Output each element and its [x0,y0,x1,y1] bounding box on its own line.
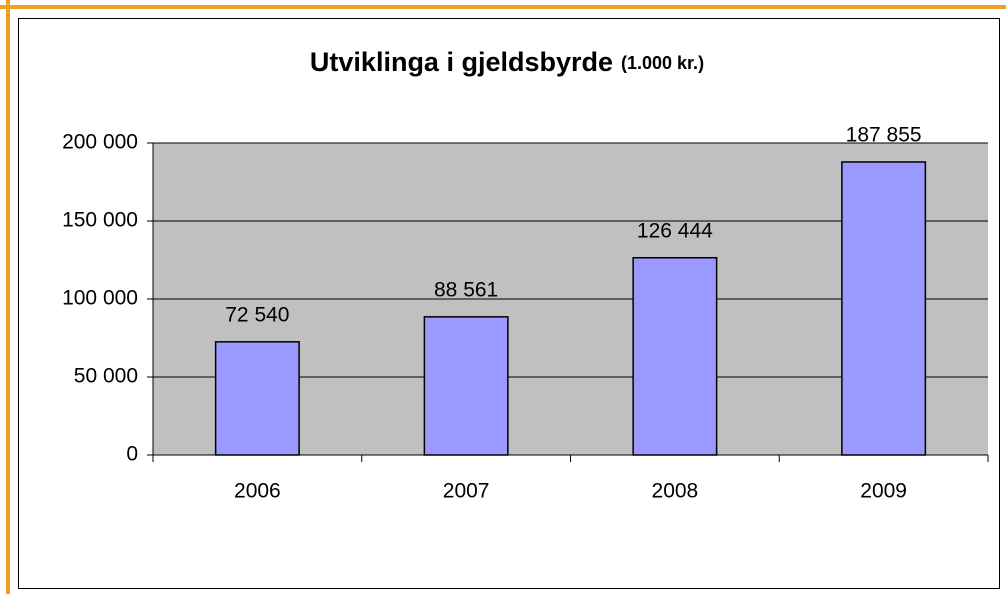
x-tick-label: 2007 [443,480,490,503]
y-tick-label: 150 000 [62,209,138,232]
bar [423,316,509,456]
x-tick-label: 2009 [860,480,907,503]
bar [841,161,927,456]
x-tick-label: 2008 [652,480,699,503]
y-tick-label: 50 000 [74,365,138,388]
chart-title: Utviklinga i gjeldsbyrde (1.000 kr.) [310,47,704,77]
data-label: 88 561 [434,278,498,301]
x-tick-label: 2006 [234,480,281,503]
y-tick-label: 200 000 [62,131,138,154]
data-label: 72 540 [225,303,289,326]
bar [632,256,718,456]
bar [214,341,300,456]
title-unit: (1.000 kr.) [621,53,704,73]
y-tick-label: 100 000 [62,287,138,310]
data-label: 126 444 [637,219,713,242]
data-label: 187 855 [846,123,922,146]
y-tick-label: 0 [126,443,138,466]
title-main: Utviklinga i gjeldsbyrde [310,47,613,77]
